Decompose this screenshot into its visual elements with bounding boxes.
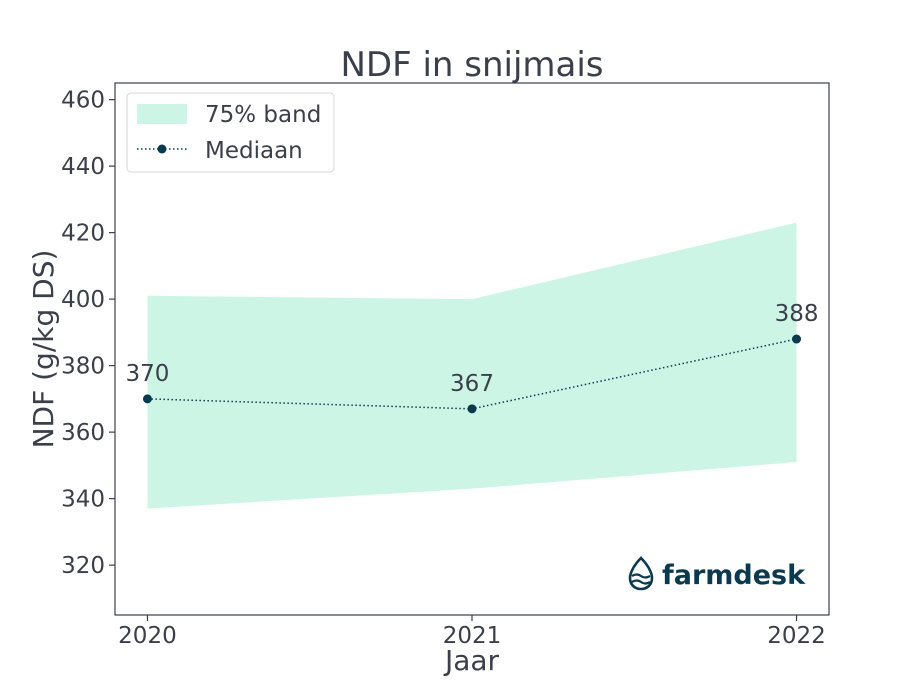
y-tick-label-380: 380 xyxy=(61,354,105,380)
plot-area: 370 367 388 xyxy=(126,222,819,509)
y-tick-label-460: 460 xyxy=(61,88,105,114)
median-label-2020: 370 xyxy=(126,361,170,387)
x-tick-label-2022: 2022 xyxy=(767,623,826,649)
legend-band-swatch xyxy=(137,104,187,124)
logo-wordmark: farmdesk xyxy=(662,560,806,591)
x-tick-label-2020: 2020 xyxy=(118,623,177,649)
y-axis: 320 340 360 380 400 420 440 460 xyxy=(61,88,115,579)
band-75pct xyxy=(147,222,797,509)
y-tick-label-340: 340 xyxy=(61,487,105,513)
y-tick-label-360: 360 xyxy=(61,420,105,446)
median-point-2021 xyxy=(467,404,477,414)
legend-band-label: 75% band xyxy=(205,102,321,128)
y-axis-label: NDF (g/kg DS) xyxy=(27,250,60,449)
median-label-2021: 367 xyxy=(450,371,494,397)
legend: 75% band Mediaan xyxy=(126,92,335,173)
y-tick-label-400: 400 xyxy=(61,287,105,313)
y-tick-label-440: 440 xyxy=(61,154,105,180)
median-point-2020 xyxy=(142,394,152,404)
y-tick-label-320: 320 xyxy=(61,553,105,579)
water-drop-icon xyxy=(628,556,654,591)
x-tick-label-2021: 2021 xyxy=(443,623,502,649)
legend-median-marker xyxy=(157,144,167,154)
median-label-2022: 388 xyxy=(775,301,819,327)
y-tick-label-420: 420 xyxy=(61,221,105,247)
farmdesk-logo: farmdesk xyxy=(628,556,806,591)
x-axis: 2020 2021 2022 xyxy=(118,615,826,649)
median-point-2022 xyxy=(792,334,802,344)
x-axis-label: Jaar xyxy=(443,644,500,677)
legend-median-label: Mediaan xyxy=(205,138,303,164)
chart-title: NDF in snijmais xyxy=(340,45,603,85)
